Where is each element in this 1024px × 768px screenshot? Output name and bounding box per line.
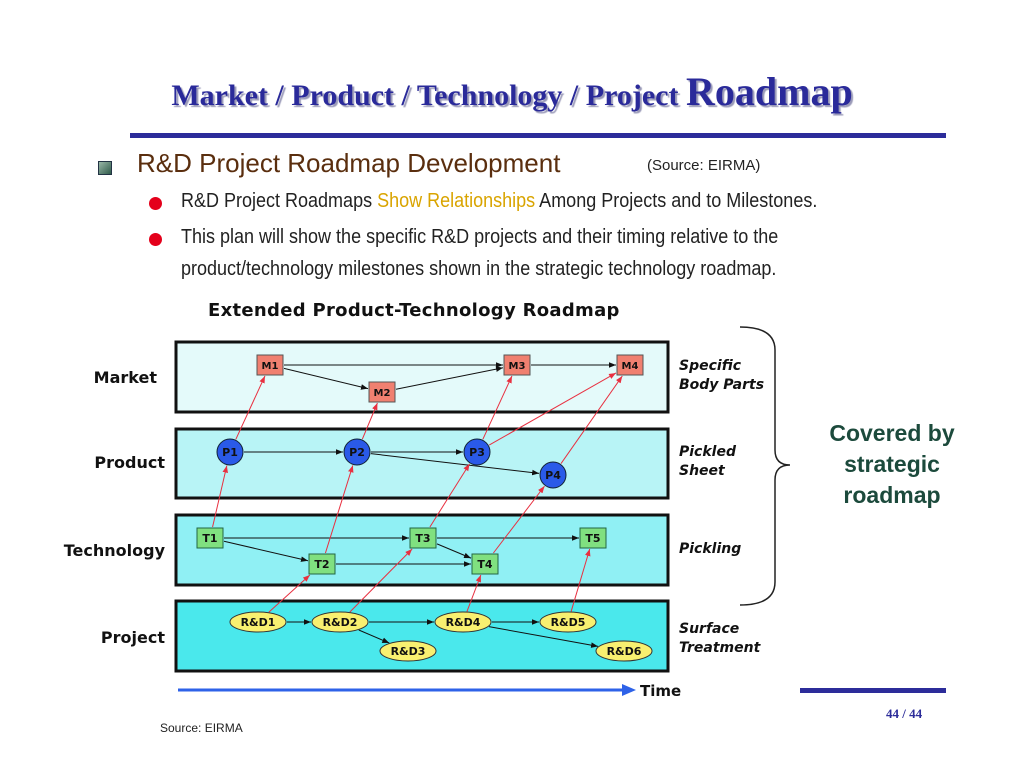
section-heading: R&D Project Roadmap Development [137, 148, 561, 178]
node-label: T5 [585, 532, 600, 545]
row-desc-product: Pickled Sheet [679, 444, 736, 479]
slide-title: Market / Product / Technology / Project … [171, 69, 853, 114]
bullet-dot-icon [149, 197, 162, 210]
bullet-text-1: R&D Project Roadmaps Show Relationships … [181, 190, 818, 212]
footer-rule [800, 688, 946, 693]
node-rd5: R&D5 [539, 611, 597, 633]
node-p3: P3 [463, 438, 491, 466]
link-arrow [235, 375, 266, 440]
bullet-text-2: This plan will show the specific R&D pro… [181, 226, 779, 248]
node-t5: T5 [579, 527, 607, 549]
bullet-text-2-cont: product/technology milestones shown in t… [181, 258, 777, 280]
row-label-market: Market [93, 368, 157, 387]
node-label: R&D4 [446, 616, 481, 629]
band-technology [174, 513, 670, 587]
node-label: M1 [262, 361, 279, 372]
dependency-arrow [395, 366, 504, 390]
source-note: (Source: EIRMA) [647, 157, 761, 174]
node-label: T1 [202, 532, 217, 545]
node-label: R&D1 [241, 616, 276, 629]
square-bullet-icon [98, 161, 112, 175]
diagram-title: Extended Product-Technology Roadmap [208, 300, 620, 321]
node-label: R&D2 [323, 616, 358, 629]
time-arrow-icon [622, 684, 636, 696]
link-arrow [429, 463, 470, 528]
node-p1: P1 [216, 438, 244, 466]
node-m1: M1 [256, 354, 284, 376]
band-project [174, 599, 670, 673]
dependency-arrow [488, 626, 599, 648]
link-arrow [466, 574, 482, 612]
title-rule [130, 133, 946, 138]
brace-icon [739, 326, 791, 606]
node-label: T2 [314, 558, 329, 571]
link-arrow [570, 548, 591, 612]
dependency-arrow [370, 453, 540, 476]
link-arrow [361, 402, 378, 440]
node-m4: M4 [616, 354, 644, 376]
row-desc-project: Surface Treatment [679, 621, 761, 656]
node-label: P1 [222, 446, 238, 459]
node-t2: T2 [308, 553, 336, 575]
row-desc-market: Specific Body Parts [679, 358, 765, 393]
row-label-product: Product [94, 453, 165, 472]
node-label: M2 [374, 388, 391, 399]
node-label: R&D5 [551, 616, 586, 629]
link-arrow [349, 548, 413, 613]
dependency-arrow [223, 540, 309, 562]
node-label: R&D6 [607, 645, 642, 658]
link-arrow [324, 465, 354, 554]
node-rd6: R&D6 [595, 640, 653, 662]
node-label: M3 [509, 361, 526, 372]
node-label: P2 [349, 446, 365, 459]
brace-label: Covered by strategic roadmap [829, 420, 955, 508]
row-desc-technology: Pickling [679, 541, 742, 557]
link-arrow [493, 485, 545, 554]
source-footer: Source: EIRMA [160, 721, 243, 735]
node-p2: P2 [343, 438, 371, 466]
band-product [174, 427, 670, 500]
node-t4: T4 [471, 553, 499, 575]
link-arrow [560, 375, 623, 464]
band-market [174, 340, 670, 414]
node-t3: T3 [409, 527, 437, 549]
link-arrow [212, 465, 228, 528]
row-label-project: Project [100, 628, 165, 647]
bullet-dot-icon [149, 233, 162, 246]
node-t1: T1 [196, 527, 224, 549]
dependency-arrow [436, 543, 472, 559]
dependency-arrow [283, 367, 369, 390]
node-rd4: R&D4 [434, 611, 492, 633]
node-p4: P4 [539, 461, 567, 489]
node-label: T3 [415, 532, 430, 545]
node-label: M4 [622, 361, 639, 372]
row-label-technology: Technology [63, 541, 165, 560]
node-rd3: R&D3 [379, 640, 437, 662]
link-arrow [268, 574, 311, 613]
node-m2: M2 [368, 381, 396, 403]
node-label: T4 [477, 558, 493, 571]
node-label: R&D3 [391, 645, 426, 658]
node-m3: M3 [503, 354, 531, 376]
link-arrow [482, 375, 513, 440]
time-axis-label: Time [640, 682, 682, 700]
page-number: 44 / 44 [886, 706, 923, 721]
node-rd2: R&D2 [311, 611, 369, 633]
node-label: P4 [545, 469, 561, 482]
link-arrow [488, 372, 617, 446]
node-label: P3 [469, 446, 485, 459]
node-rd1: R&D1 [229, 611, 287, 633]
dependency-arrow [358, 629, 390, 644]
